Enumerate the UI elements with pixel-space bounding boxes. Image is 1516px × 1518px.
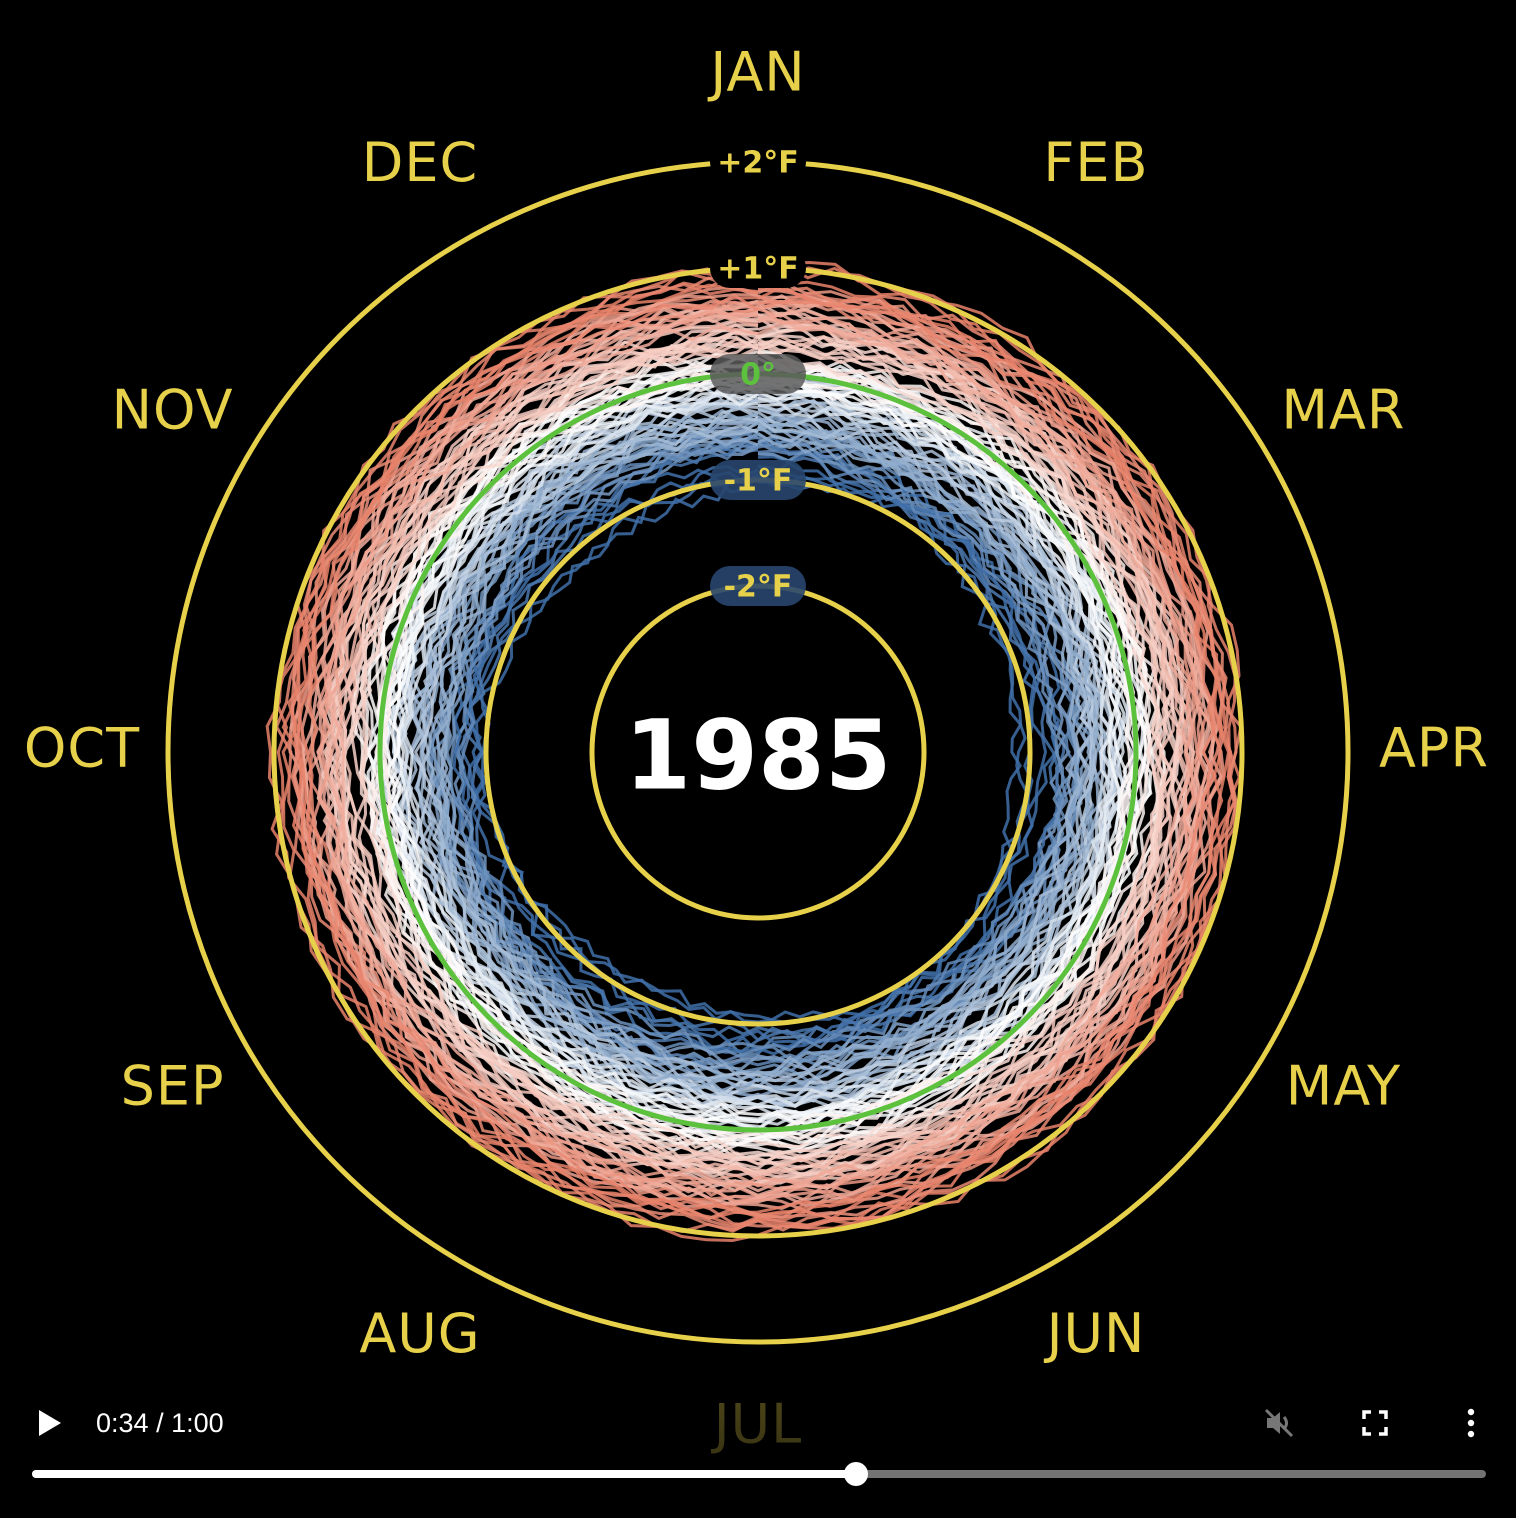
video-controls: 0:34 / 1:00 — [0, 1380, 1516, 1518]
more-vertical-icon — [1467, 1408, 1475, 1438]
ring-label: 0° — [740, 358, 776, 393]
progress-thumb[interactable] — [844, 1462, 869, 1486]
ring-label: +2°F — [717, 146, 799, 181]
time-display: 0:34 / 1:00 — [96, 1406, 224, 1440]
year-line — [456, 430, 1081, 1063]
year-line — [395, 376, 1116, 1100]
year-line — [308, 276, 1243, 1221]
year-line — [428, 415, 1078, 1066]
year-line — [471, 461, 1030, 1023]
ring-label-background — [710, 248, 806, 288]
year-line — [332, 321, 1168, 1165]
duration: 1:00 — [171, 1408, 224, 1438]
year-line — [413, 398, 1125, 1106]
month-label-sep: SEP — [121, 1055, 225, 1118]
month-label-aug: AUG — [359, 1302, 480, 1365]
year-line — [323, 301, 1196, 1177]
year-line — [297, 282, 1237, 1234]
fullscreen-icon — [1362, 1410, 1388, 1436]
month-label-nov: NOV — [112, 379, 234, 442]
month-label-may: MAY — [1286, 1055, 1401, 1118]
year-line — [340, 327, 1160, 1160]
year-line — [320, 324, 1164, 1177]
month-label-jun: JUN — [1044, 1302, 1146, 1365]
ring-label-background — [710, 142, 806, 182]
year-line — [317, 294, 1215, 1193]
temperature-spiral-lines — [265, 260, 1243, 1243]
progress-bar[interactable] — [32, 1462, 1486, 1486]
year-label: 1985 — [624, 699, 891, 811]
year-line — [384, 379, 1117, 1109]
year-line — [440, 412, 1099, 1081]
time-separator: / — [148, 1408, 172, 1438]
year-line — [454, 435, 1061, 1039]
play-icon — [39, 1410, 61, 1436]
month-label-mar: MAR — [1281, 379, 1405, 442]
ring-label-background — [710, 566, 806, 606]
year-line — [296, 269, 1241, 1221]
ring-label-background — [710, 460, 806, 500]
more-options-button[interactable] — [1448, 1400, 1494, 1446]
mute-button[interactable] — [1256, 1400, 1302, 1446]
month-label-dec: DEC — [362, 131, 478, 194]
year-line — [357, 329, 1187, 1170]
year-line — [365, 364, 1128, 1125]
play-button[interactable] — [26, 1400, 72, 1446]
year-line — [391, 372, 1149, 1123]
month-label-apr: APR — [1379, 717, 1489, 780]
muted-speaker-icon — [1264, 1408, 1294, 1438]
ring-label: +1°F — [717, 252, 799, 287]
year-line — [404, 399, 1094, 1089]
progress-fill — [32, 1470, 857, 1478]
year-line — [325, 303, 1218, 1197]
ring-label-background — [710, 354, 806, 394]
year-line — [288, 299, 1198, 1203]
ring-label: -2°F — [724, 570, 793, 605]
year-line — [458, 438, 1060, 1042]
fullscreen-button[interactable] — [1352, 1400, 1398, 1446]
month-label-jan: JAN — [707, 41, 805, 104]
temperature-ring-labels: +2°F +1°F 0° -1°F -2°F — [710, 142, 806, 606]
month-label-feb: FEB — [1043, 131, 1148, 194]
year-line — [453, 433, 1092, 1074]
current-time: 0:34 — [96, 1408, 149, 1438]
ring-label: -1°F — [724, 464, 793, 499]
month-label-oct: OCT — [24, 717, 140, 780]
